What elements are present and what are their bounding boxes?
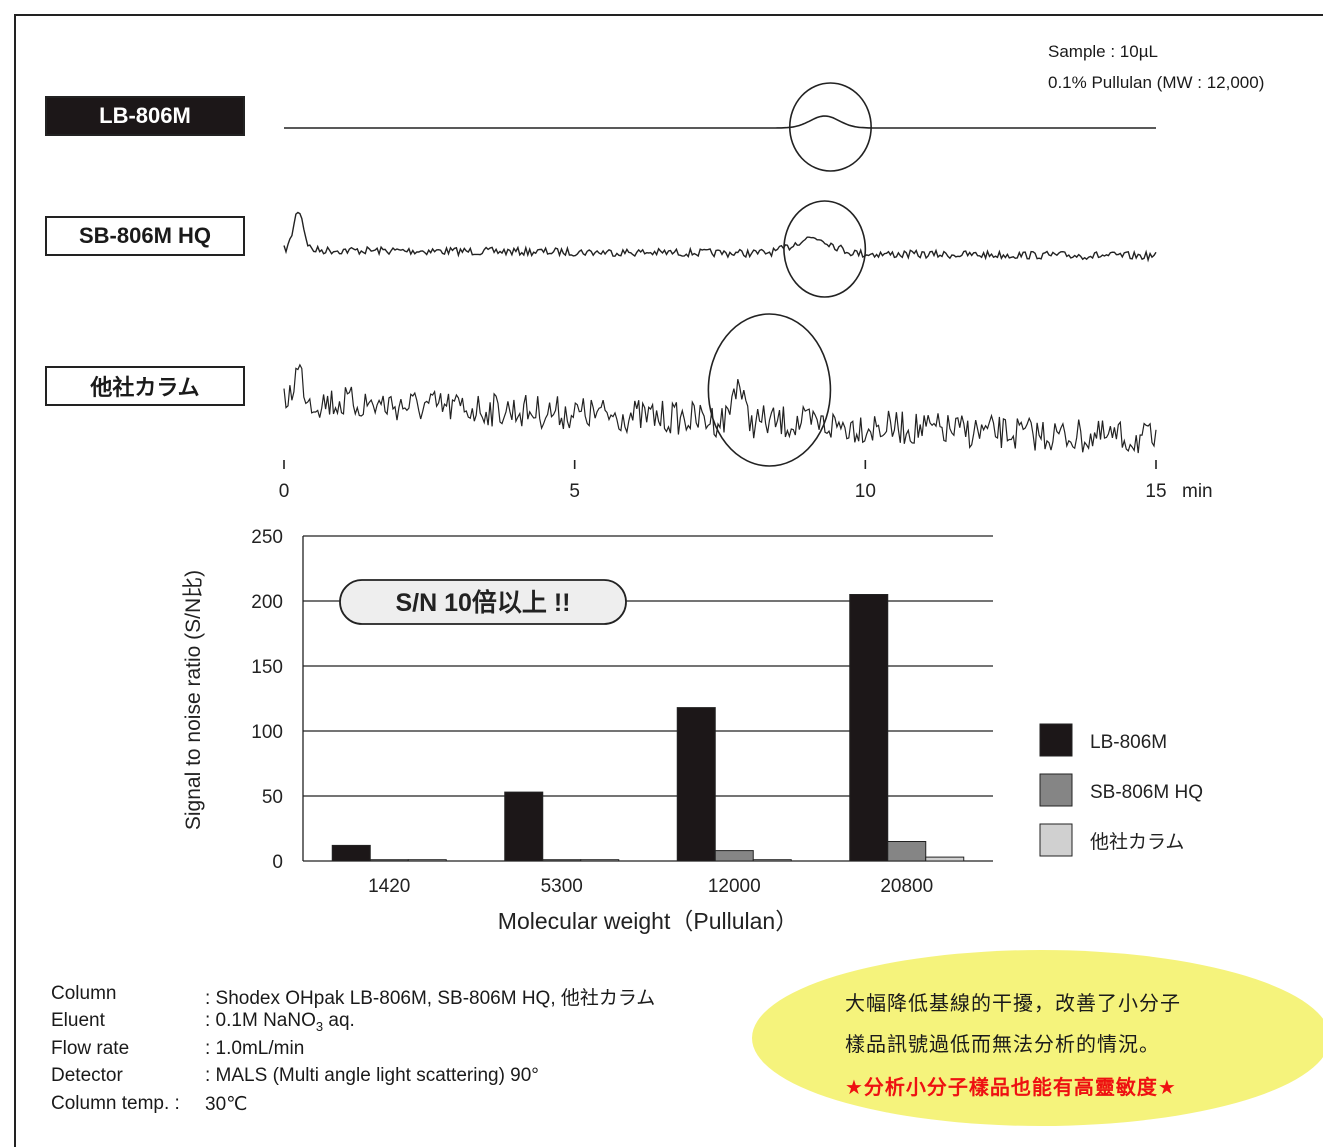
column-label-lb806m: LB-806M xyxy=(45,96,245,136)
peak-highlight-circle xyxy=(788,82,872,172)
time-tick-label: 10 xyxy=(855,481,876,502)
bar xyxy=(580,859,620,862)
time-tick-label: 5 xyxy=(569,481,580,502)
bar xyxy=(369,859,409,862)
figure-frame xyxy=(14,14,1323,1147)
callout-line-1: 大幅降低基線的干擾，改善了小分子 xyxy=(845,993,1181,1015)
bar xyxy=(504,791,544,862)
condition-value: 30℃ xyxy=(205,1094,248,1115)
condition-name: Eluent xyxy=(51,1010,105,1031)
chromatogram: 0 5 10 15 min xyxy=(279,82,1213,502)
bar xyxy=(925,856,965,862)
bar xyxy=(676,707,716,862)
peak-highlight-circle xyxy=(783,200,867,298)
bar xyxy=(714,850,754,862)
annotation-text: S/N 10倍以上 !! xyxy=(395,588,570,617)
condition-value: : Shodex OHpak LB-806M, SB-806M HQ, 他社カラ… xyxy=(205,988,656,1009)
trace-sb806mhq xyxy=(283,211,1157,263)
x-tick-label: 20800 xyxy=(880,876,933,897)
condition-name: Column xyxy=(51,983,117,1004)
condition-row: Flow rate : 1.0mL/min xyxy=(51,1038,304,1064)
condition-row: Detector : MALS (Multi angle light scatt… xyxy=(51,1065,539,1091)
condition-row: Eluent : 0.1M NaNO3 aq. xyxy=(51,1010,355,1036)
sample-volume: Sample : 10µL xyxy=(1048,42,1158,61)
legend-swatch xyxy=(1039,773,1073,807)
time-tick-label: 15 xyxy=(1145,481,1166,502)
legend-swatch xyxy=(1039,823,1073,857)
time-unit-label: min xyxy=(1182,481,1213,502)
legend-label: 他社カラム xyxy=(1090,831,1184,853)
condition-row: Column temp. : 30℃ xyxy=(51,1093,247,1119)
y-tick-label: 250 xyxy=(251,527,283,548)
column-label-sb806mhq: SB-806M HQ xyxy=(45,216,245,256)
legend-swatch xyxy=(1039,723,1073,757)
y-tick-label: 200 xyxy=(251,592,283,613)
y-axis-title: Signal to noise ratio (S/N比) xyxy=(182,570,205,830)
peak-highlight-circle xyxy=(707,313,832,467)
callout-highlight: ★分析小分子樣品也能有高靈敏度★ xyxy=(845,1077,1177,1099)
bar-chart: 0 50 100 150 200 250 1420 5300 12000 20800 Molecul… xyxy=(182,527,1203,934)
callout-line-2: 樣品訊號過低而無法分析的情況。 xyxy=(845,1034,1160,1056)
callout-bubble xyxy=(752,950,1323,1126)
y-tick-label: 50 xyxy=(262,787,283,808)
condition-value: : MALS (Multi angle light scattering) 90… xyxy=(205,1065,539,1086)
condition-name: Flow rate xyxy=(51,1038,130,1059)
x-axis-title: Molecular weight（Pullulan） xyxy=(498,908,798,934)
column-label-other: 他社カラム xyxy=(45,366,245,406)
x-tick-label: 12000 xyxy=(708,876,761,897)
x-tick-label: 5300 xyxy=(541,876,583,897)
condition-value: : 0.1M NaNO3 aq. xyxy=(205,1010,355,1034)
legend-label: SB-806M HQ xyxy=(1090,782,1203,803)
bar xyxy=(752,859,792,862)
bar xyxy=(542,859,582,862)
condition-name: Column temp. : xyxy=(51,1093,180,1114)
y-tick-label: 100 xyxy=(251,722,283,743)
annotation-pill xyxy=(339,579,627,625)
y-tick-label: 150 xyxy=(251,657,283,678)
time-tick-label: 0 xyxy=(279,481,290,502)
sample-description: 0.1% Pullulan (MW : 12,000) xyxy=(1048,73,1265,92)
y-tick-label: 0 xyxy=(272,852,283,873)
bar xyxy=(331,844,371,862)
bar xyxy=(887,841,927,862)
legend-label: LB-806M xyxy=(1090,732,1167,753)
condition-row: Column : Shodex OHpak LB-806M, SB-806M H… xyxy=(51,983,655,1009)
x-tick-label: 1420 xyxy=(368,876,410,897)
condition-name: Detector xyxy=(51,1065,123,1086)
condition-value: : 1.0mL/min xyxy=(205,1038,305,1059)
trace-lb806m xyxy=(284,115,1156,129)
bar xyxy=(849,594,889,862)
trace-other-column xyxy=(283,363,1157,454)
bar xyxy=(407,859,447,862)
